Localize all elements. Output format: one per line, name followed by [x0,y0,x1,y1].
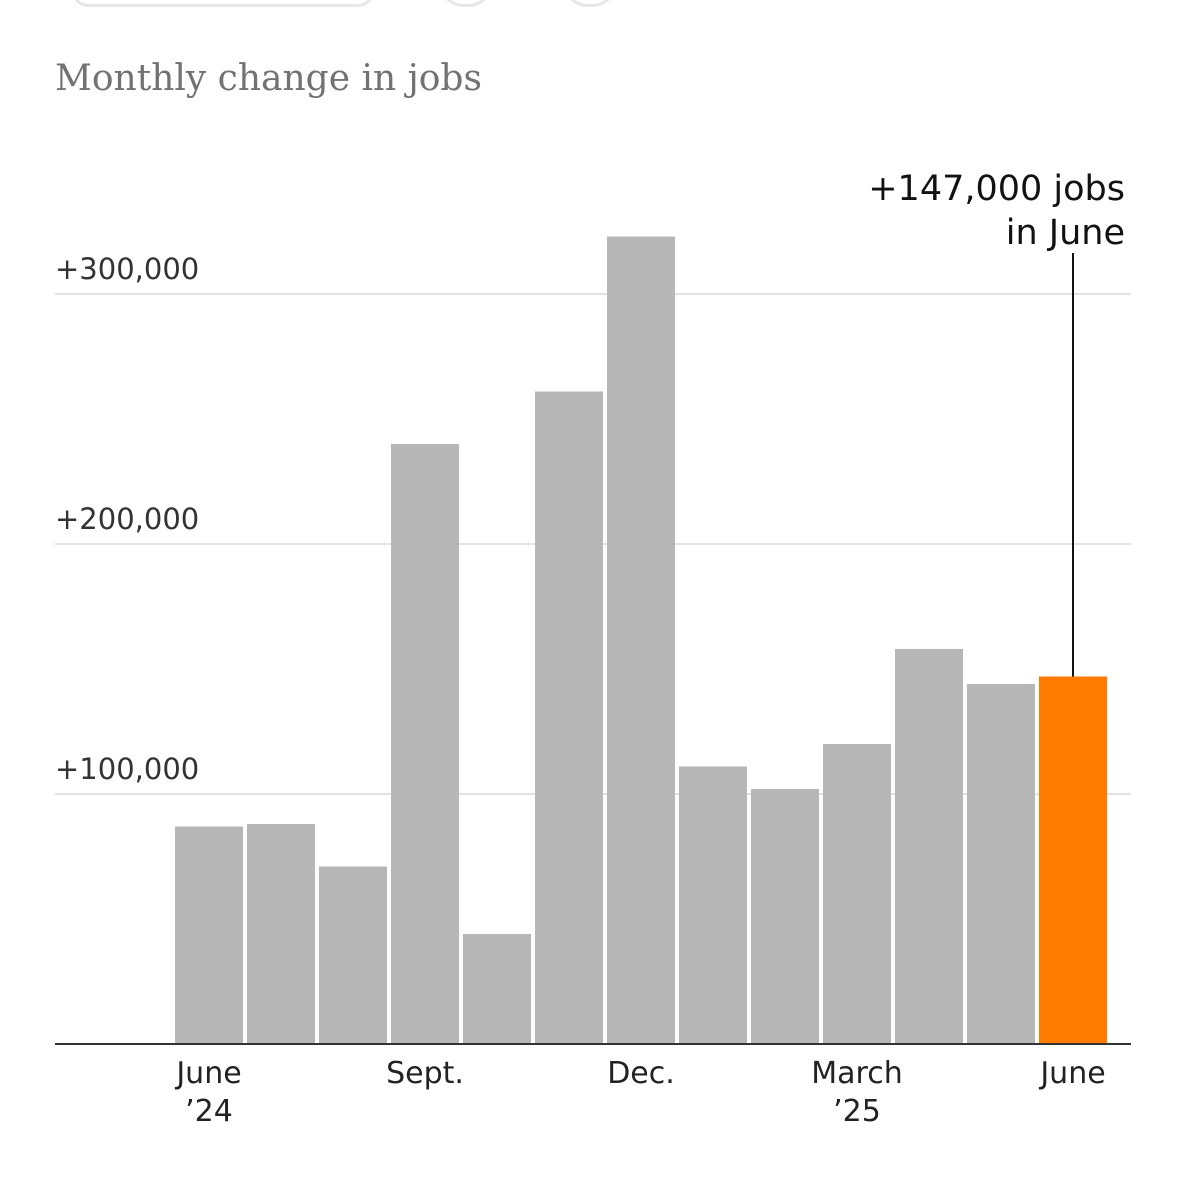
x-tick-label: ’24 [185,1094,233,1129]
x-tick-label: June [174,1056,241,1091]
bar[interactable] [463,934,531,1044]
annotation-label: in June [1006,213,1125,253]
bar[interactable] [823,744,891,1044]
x-tick-label: Dec. [607,1056,675,1091]
x-tick-label: ’25 [833,1094,881,1129]
y-tick-label: +300,000 [55,252,199,286]
annotation-label: +147,000 jobs [868,169,1125,209]
bar[interactable] [319,866,387,1045]
bar[interactable] [391,444,459,1044]
bar[interactable] [895,649,963,1044]
chart-title: Monthly change in jobs [55,58,482,99]
bar[interactable] [679,766,747,1045]
y-tick-label: +100,000 [55,752,199,786]
y-tick-label: +200,000 [55,502,199,536]
x-tick-label: March [811,1056,902,1091]
bar[interactable] [247,824,315,1044]
x-tick-label: June [1038,1056,1105,1091]
x-tick-label: Sept. [386,1056,464,1091]
bars [175,236,1107,1045]
bar[interactable] [535,391,603,1045]
bar[interactable] [175,826,243,1045]
bar[interactable] [967,684,1035,1044]
bar[interactable] [607,236,675,1045]
bar[interactable] [1039,676,1107,1045]
bar[interactable] [751,789,819,1044]
